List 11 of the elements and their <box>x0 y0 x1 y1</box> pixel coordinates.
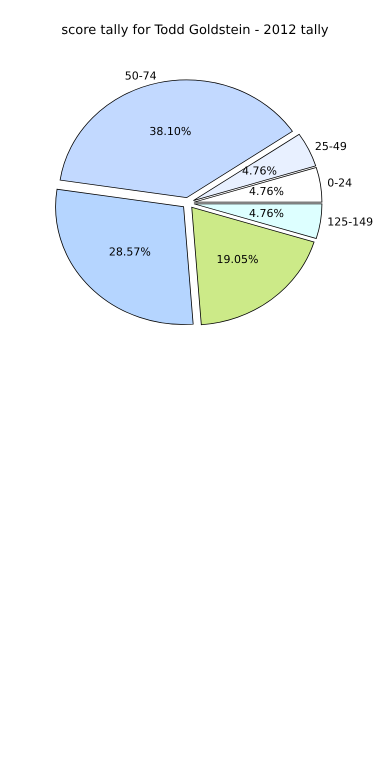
data-label: 4.76% <box>249 206 284 220</box>
chart-title: score tally for Todd Goldstein - 2012 tally <box>61 23 329 38</box>
slice-label: 25-49 <box>314 140 347 153</box>
data-label: 4.76% <box>242 164 277 178</box>
data-label: 38.10% <box>149 124 192 138</box>
slice-label: 50-74 <box>124 70 157 83</box>
data-label: 28.57% <box>108 246 151 259</box>
slice-label: 0-24 <box>327 176 352 190</box>
data-label: 4.76% <box>249 185 284 198</box>
data-label: 19.05% <box>216 253 258 266</box>
slice-label: 125-149 <box>327 215 374 228</box>
